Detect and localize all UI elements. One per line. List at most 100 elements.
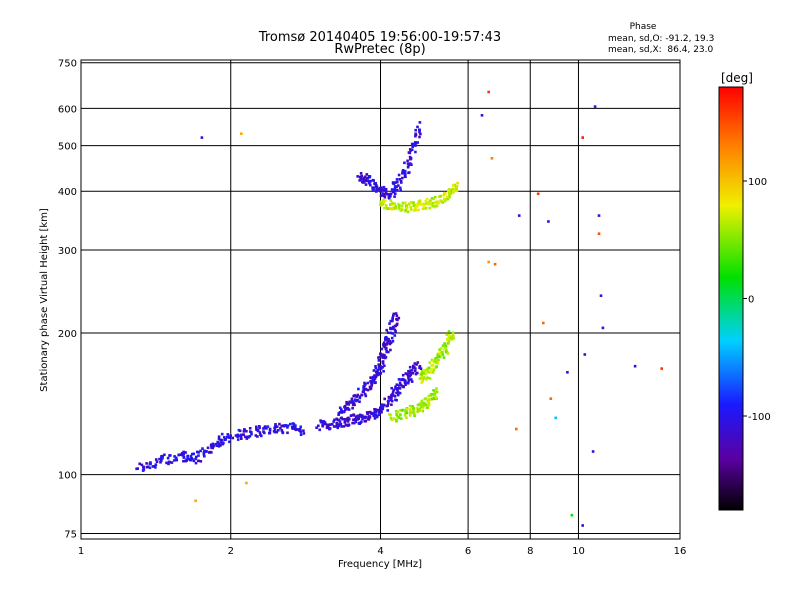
data-point <box>378 413 381 417</box>
data-point <box>344 423 348 427</box>
data-point <box>244 435 247 439</box>
data-point <box>408 148 412 151</box>
data-point <box>389 192 393 196</box>
data-point <box>413 209 416 212</box>
data-point <box>254 434 258 437</box>
data-point <box>455 189 459 192</box>
data-point <box>367 181 371 185</box>
data-point <box>258 431 262 434</box>
data-point <box>374 413 378 417</box>
data-point <box>385 192 388 195</box>
data-point <box>448 194 451 198</box>
data-point <box>343 405 346 409</box>
data-point <box>381 203 385 206</box>
data-point <box>362 385 365 388</box>
data-point <box>430 197 434 200</box>
data-point <box>403 381 407 384</box>
data-point <box>352 394 355 398</box>
data-point <box>321 424 325 428</box>
data-point <box>397 316 401 320</box>
data-point <box>389 348 392 352</box>
data-point <box>434 357 437 360</box>
data-point <box>392 190 395 194</box>
data-point <box>406 165 410 169</box>
data-point <box>393 195 396 198</box>
data-point <box>363 392 367 396</box>
data-point <box>454 189 457 192</box>
data-point <box>397 391 400 394</box>
data-point <box>440 350 444 354</box>
data-point <box>167 460 171 464</box>
data-point <box>163 453 166 457</box>
data-point <box>396 393 400 397</box>
data-point <box>396 414 399 418</box>
data-point <box>487 260 490 264</box>
data-point <box>449 335 453 338</box>
data-point <box>388 322 391 325</box>
data-point <box>413 369 417 373</box>
data-point <box>399 189 402 192</box>
data-point <box>211 446 214 450</box>
data-point <box>401 176 404 180</box>
data-point <box>256 435 259 438</box>
data-point <box>390 336 394 340</box>
data-point <box>395 398 398 402</box>
data-point <box>298 428 302 431</box>
data-point <box>338 411 342 414</box>
y-tick-label: 75 <box>64 529 77 540</box>
data-point <box>443 197 446 201</box>
data-point <box>395 391 398 395</box>
data-point <box>332 425 336 428</box>
data-point <box>547 220 550 223</box>
data-point <box>420 399 424 403</box>
data-point <box>351 400 354 403</box>
data-point <box>360 174 363 178</box>
data-point <box>401 384 404 388</box>
data-point <box>189 457 192 461</box>
data-point <box>448 192 451 196</box>
data-point <box>278 422 281 426</box>
data-point <box>200 136 204 139</box>
data-point <box>268 431 271 435</box>
data-point <box>431 371 435 374</box>
data-point <box>410 378 413 381</box>
chart-subtitle: RwPretec (8p) <box>334 42 425 57</box>
data-point <box>245 481 248 485</box>
data-point <box>407 376 410 380</box>
data-point <box>383 195 387 199</box>
data-point <box>420 376 424 379</box>
data-point <box>391 340 395 343</box>
data-point <box>394 181 398 184</box>
data-point <box>566 371 569 374</box>
data-point <box>401 377 405 381</box>
data-point <box>381 362 385 365</box>
data-point <box>434 395 438 399</box>
plot-frame <box>80 59 681 540</box>
data-point <box>397 173 401 177</box>
y-tick-label: 400 <box>58 187 77 198</box>
data-point <box>236 435 239 438</box>
data-point <box>439 347 443 350</box>
data-point <box>396 410 400 414</box>
data-point <box>166 456 170 460</box>
data-point <box>146 465 150 469</box>
data-point <box>347 423 351 426</box>
data-point <box>335 417 338 421</box>
data-point <box>412 410 416 413</box>
data-point <box>427 394 430 398</box>
data-point <box>337 424 340 428</box>
data-point <box>236 433 239 437</box>
data-point <box>363 381 366 385</box>
data-point <box>438 351 441 355</box>
grid-lines <box>81 60 680 539</box>
data-point <box>339 423 342 426</box>
data-point <box>358 179 361 182</box>
data-point <box>435 204 439 208</box>
data-point <box>391 332 394 335</box>
data-point <box>346 402 350 405</box>
data-point <box>220 439 224 442</box>
data-point <box>416 141 419 144</box>
data-point <box>382 185 386 189</box>
data-point <box>398 408 402 412</box>
data-point <box>597 214 601 217</box>
